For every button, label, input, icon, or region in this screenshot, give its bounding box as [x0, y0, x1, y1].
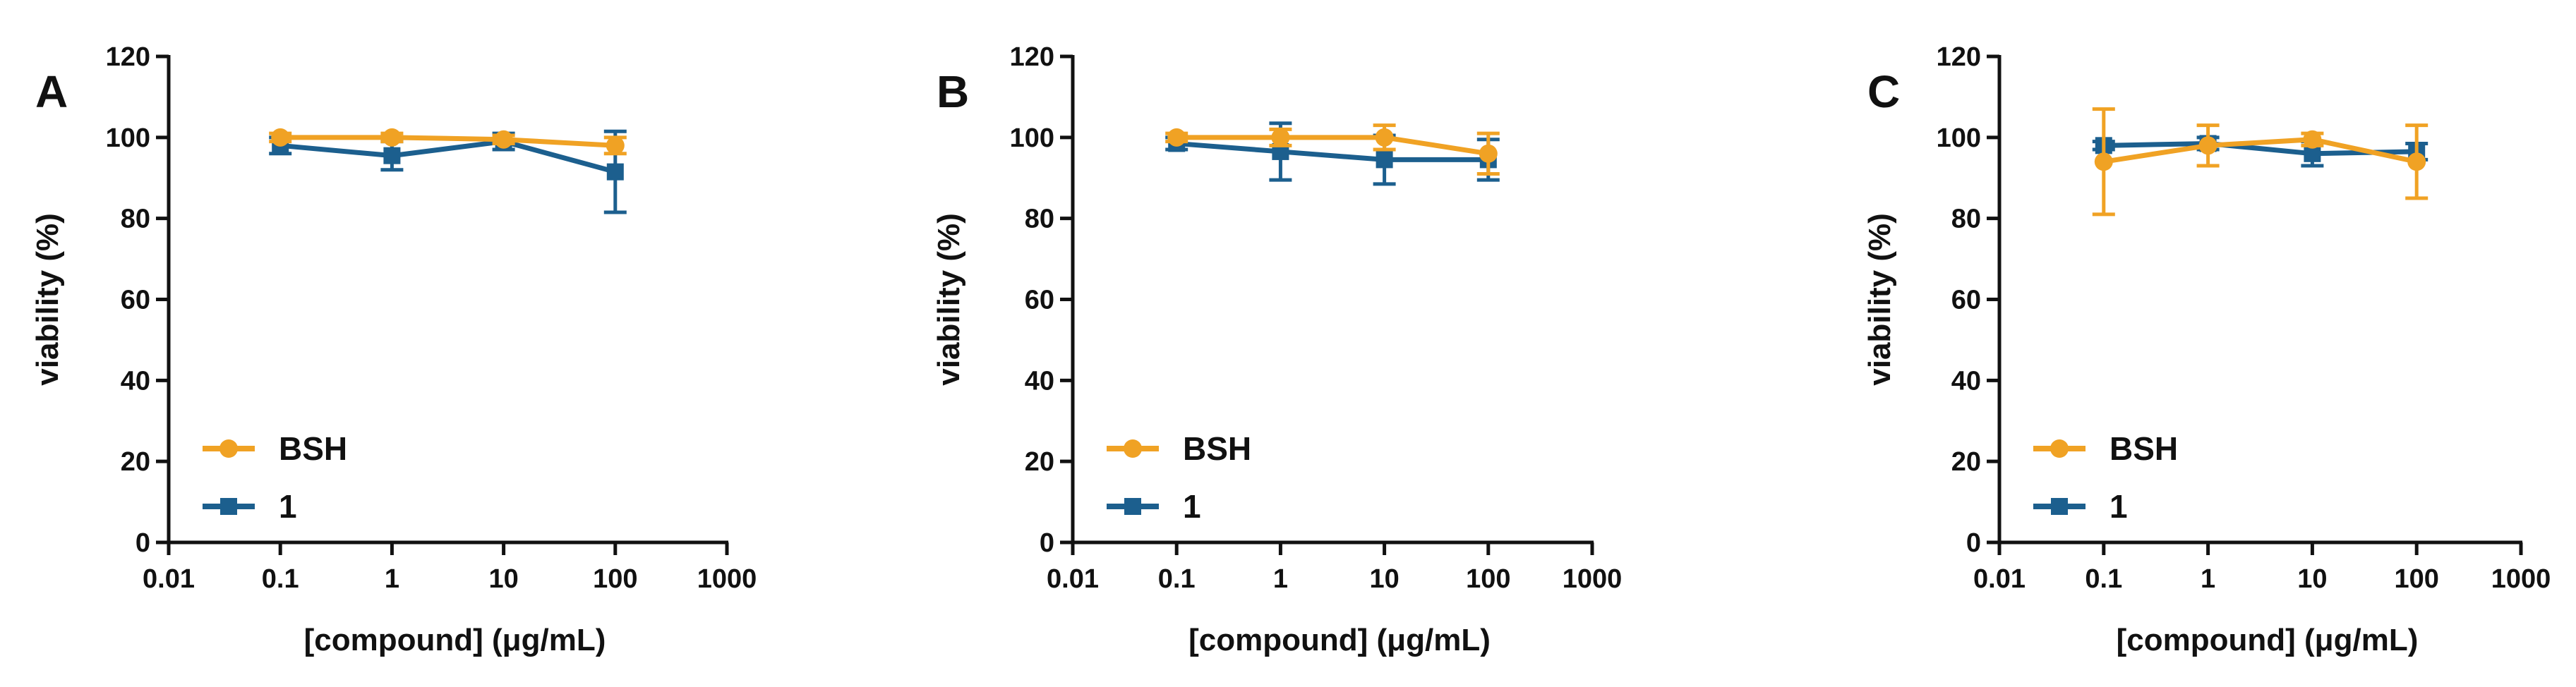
data-point [1376, 151, 1393, 169]
y-tick-label: 80 [121, 205, 150, 234]
legend-label: BSH [1183, 430, 1251, 467]
x-axis-label: [compound] (μg/mL) [1188, 623, 1491, 657]
y-tick-label: 80 [1951, 205, 1981, 234]
x-tick-label: 1000 [697, 564, 757, 594]
chart-panel-b: B 0 20 40 60 80 100 120 0.01 0.1 1 10 100 1000 [compou… [932, 42, 1622, 657]
data-point [383, 128, 402, 147]
x-tick-label: 10 [1369, 564, 1399, 594]
series-bsh [2092, 107, 2428, 217]
legend-item: 1 [1107, 488, 1201, 525]
data-point [271, 128, 290, 147]
x-tick-label: 10 [2297, 564, 2327, 594]
y-tick-label: 0 [1966, 528, 1981, 558]
y-tick-label: 40 [1025, 366, 1054, 396]
x-tick-label: 1000 [1563, 564, 1623, 594]
data-point [1479, 144, 1498, 163]
data-point [1375, 128, 1394, 147]
x-tick-label: 10 [488, 564, 518, 594]
x-tick-label: 0.01 [1047, 564, 1099, 594]
legend-item: BSH [203, 430, 347, 467]
legend-marker [2050, 439, 2069, 458]
y-tick-label: 100 [1010, 123, 1054, 153]
y-tick-label: 80 [1025, 205, 1054, 234]
y-tick-label: 60 [1025, 286, 1054, 315]
y-tick-label: 40 [121, 366, 150, 396]
legend-label: 1 [279, 488, 297, 525]
x-tick-label: 100 [593, 564, 637, 594]
panel-letter: A [35, 66, 68, 117]
data-point [2198, 136, 2217, 155]
y-tick-label: 120 [1937, 42, 1981, 72]
panel-letter: B [937, 66, 969, 117]
x-tick-label: 100 [2394, 564, 2438, 594]
x-tick-label: 1 [2201, 564, 2215, 594]
legend-marker [2051, 498, 2068, 515]
chart-panel-c: C 0 20 40 60 80 100 120 0.01 0.1 1 10 100 1000 [compou… [1862, 42, 2551, 657]
y-tick-label: 60 [121, 286, 150, 315]
y-tick-label: 120 [1010, 42, 1054, 72]
chart-panel-a: A 0 20 40 60 80 100 120 0.01 0.1 1 10 100 1000 [compou… [30, 42, 757, 657]
legend-item: BSH [1107, 430, 1251, 467]
data-point [494, 130, 513, 149]
y-axis-label: viability (%) [1862, 213, 1897, 386]
x-tick-label: 0.1 [262, 564, 299, 594]
y-tick-label: 20 [1025, 447, 1054, 477]
y-tick-label: 20 [1951, 447, 1981, 477]
x-axis-label: [compound] (μg/mL) [2117, 623, 2419, 657]
x-tick-label: 1000 [2491, 564, 2551, 594]
data-point [2094, 152, 2113, 171]
y-axis-label: viability (%) [30, 213, 65, 386]
x-tick-label: 0.01 [1973, 564, 2026, 594]
data-point [1271, 128, 1290, 147]
series-line [2103, 137, 2417, 164]
x-tick-label: 0.1 [1158, 564, 1196, 594]
y-tick-label: 20 [121, 447, 150, 477]
legend-item: BSH [2033, 430, 2178, 467]
x-tick-label: 1 [385, 564, 399, 594]
y-tick-label: 100 [1937, 123, 1981, 153]
series-line [279, 139, 616, 175]
series-line [280, 135, 615, 148]
legend-label: BSH [279, 430, 347, 467]
x-tick-label: 0.01 [143, 564, 195, 594]
y-tick-label: 120 [106, 42, 150, 72]
data-point [606, 136, 625, 155]
x-tick-label: 1 [1273, 564, 1288, 594]
data-point [2303, 130, 2322, 149]
y-tick-label: 100 [106, 123, 150, 153]
legend-label: 1 [2109, 488, 2128, 525]
legend-label: 1 [1183, 488, 1201, 525]
legend-label: BSH [2109, 430, 2178, 467]
x-axis-label: [compound] (μg/mL) [304, 623, 606, 657]
series-line [1176, 140, 1488, 162]
legend-marker [219, 439, 238, 458]
y-tick-label: 40 [1951, 366, 1981, 396]
data-point [606, 163, 624, 181]
y-axis-label: viability (%) [932, 213, 966, 386]
x-tick-label: 0.1 [2085, 564, 2122, 594]
y-tick-label: 0 [1040, 528, 1054, 558]
data-point [2407, 152, 2426, 171]
data-point [1167, 128, 1186, 147]
data-point [383, 147, 401, 164]
legend-marker [1124, 498, 1141, 515]
legend-marker [220, 498, 237, 515]
series-1 [1165, 121, 1500, 186]
x-tick-label: 100 [1466, 564, 1510, 594]
legend-item: 1 [203, 488, 297, 525]
y-tick-label: 60 [1951, 286, 1981, 315]
panel-letter: C [1867, 66, 1900, 117]
series-line [1176, 135, 1489, 157]
series-bsh [269, 128, 627, 156]
series-bsh [1165, 123, 1500, 176]
legend-item: 1 [2033, 488, 2128, 525]
legend-marker [1124, 439, 1142, 458]
series-1 [2092, 135, 2428, 168]
y-tick-label: 0 [136, 528, 150, 558]
